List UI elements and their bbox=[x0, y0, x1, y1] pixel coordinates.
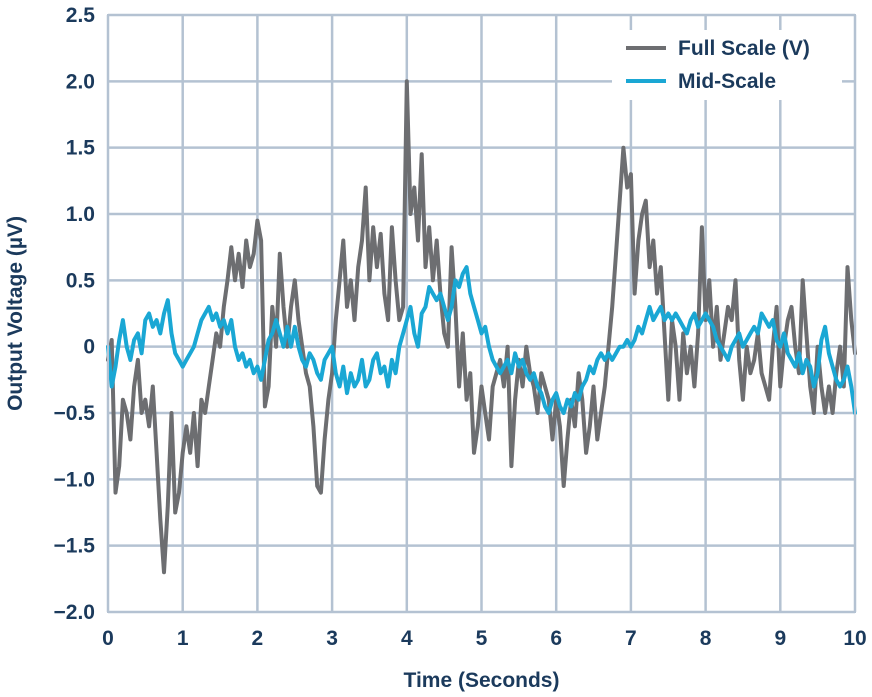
series-line-1 bbox=[106, 265, 857, 415]
x-tick-label: 10 bbox=[843, 627, 866, 650]
x-tick-label: 6 bbox=[550, 627, 562, 650]
x-tick-label: 8 bbox=[700, 627, 712, 650]
y-tick-label: −1.0 bbox=[54, 468, 95, 491]
y-tick-label: 1.0 bbox=[66, 203, 95, 226]
x-tick-labels: 0 1 2 3 4 5 6 7 8 9 10 bbox=[102, 627, 867, 650]
x-tick-label: 9 bbox=[774, 627, 786, 650]
y-tick-label: 2.0 bbox=[66, 70, 95, 93]
series-group bbox=[106, 79, 857, 575]
x-tick-label: 3 bbox=[326, 627, 338, 650]
x-tick-label: 7 bbox=[625, 627, 637, 650]
legend-background bbox=[612, 30, 842, 100]
x-tick-label: 2 bbox=[252, 627, 264, 650]
x-tick-label: 4 bbox=[401, 627, 413, 650]
y-tick-labels: 2.5 2.0 1.5 1.0 0.5 0 −0.5 −1.0 −1.5 −2.0 bbox=[54, 4, 96, 624]
x-tick-label: 5 bbox=[476, 627, 488, 650]
plot-frame bbox=[107, 14, 856, 613]
y-tick-label: 0 bbox=[83, 336, 95, 359]
y-tick-label: 0.5 bbox=[66, 269, 96, 292]
x-tick-label: 0 bbox=[102, 627, 114, 650]
y-tick-label: 1.5 bbox=[66, 137, 96, 160]
grid bbox=[106, 13, 857, 614]
y-tick-label: −0.5 bbox=[54, 402, 96, 425]
legend-label-mid-scale: Mid-Scale bbox=[678, 70, 776, 93]
series-line-0 bbox=[106, 79, 857, 575]
y-tick-label: 2.5 bbox=[66, 4, 96, 27]
x-tick-label: 1 bbox=[177, 627, 189, 650]
x-axis-title: Time (Seconds) bbox=[404, 669, 560, 692]
y-tick-label: −2.0 bbox=[54, 601, 95, 624]
legend: Full Scale (V) Mid-Scale bbox=[612, 30, 842, 100]
y-tick-label: −1.5 bbox=[54, 535, 96, 558]
legend-label-full-scale: Full Scale (V) bbox=[678, 37, 810, 60]
y-axis-title: Output Voltage (µV) bbox=[4, 216, 27, 411]
